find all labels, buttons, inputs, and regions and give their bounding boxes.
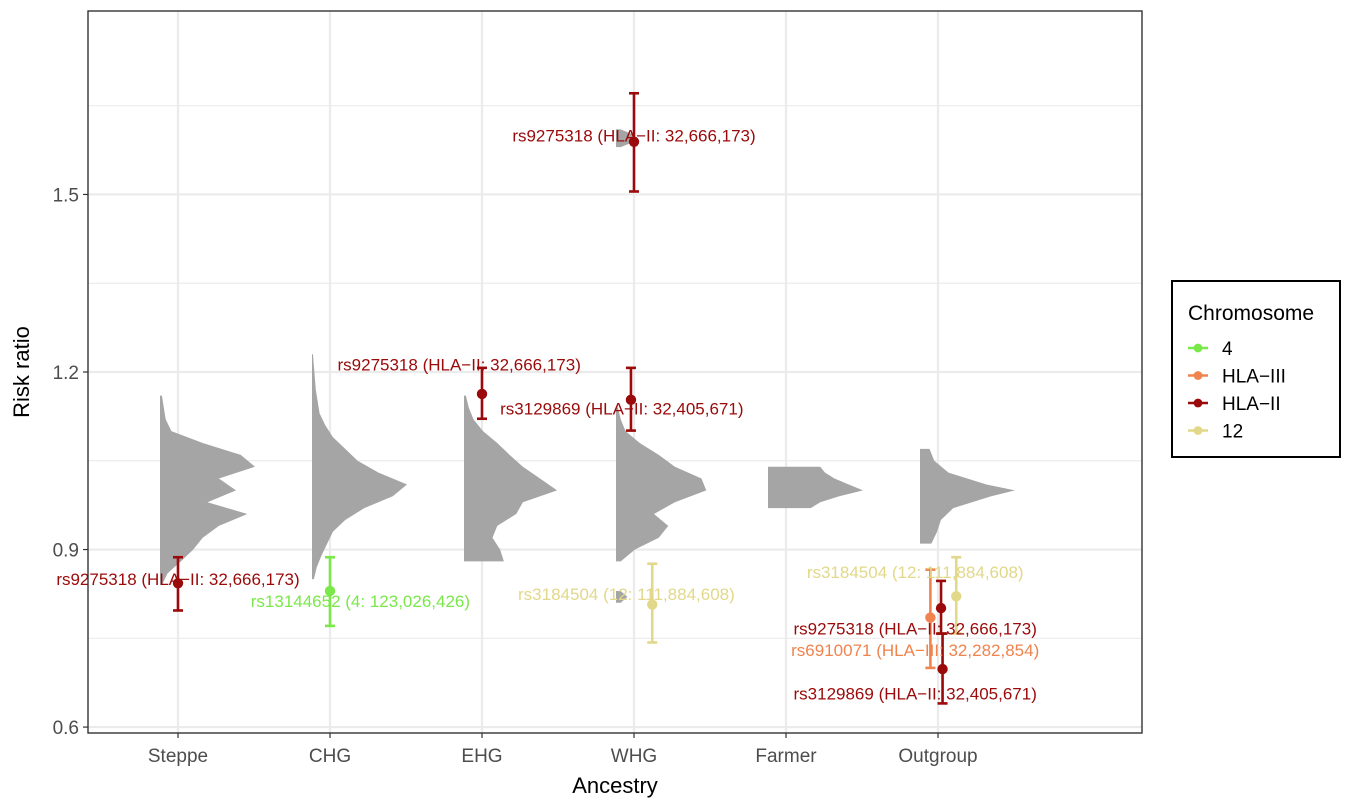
data-point (951, 591, 962, 602)
data-point-label: rs9275318 (HLA−II: 32,666,173) (794, 619, 1037, 638)
x-tick-label-whg: WHG (611, 746, 657, 767)
density-ehg (464, 395, 558, 562)
x-tick-label-ehg: EHG (461, 746, 502, 767)
density-chg (312, 354, 407, 580)
x-tick-label-farmer: Farmer (755, 746, 817, 767)
data-point-label: rs9275318 (HLA−II: 32,666,173) (338, 355, 581, 374)
y-axis-ticks: 0.6 0.9 1.2 1.5 (53, 185, 88, 739)
y-tick-label: 0.6 (53, 718, 79, 739)
density-shapes (160, 129, 1015, 603)
x-axis-ticks: Steppe CHG EHG WHG Farmer Outgroup (148, 733, 978, 767)
legend-label-12: 12 (1222, 422, 1243, 443)
data-point-label: rs9275318 (HLA−II: 32,666,173) (56, 570, 299, 589)
data-point (937, 663, 948, 675)
density-whg (616, 407, 707, 562)
data-point (647, 599, 658, 610)
data-point-label: rs3184504 (12: 111,884,608) (807, 563, 1024, 582)
data-points (172, 136, 962, 675)
x-tick-label-chg: CHG (309, 746, 351, 767)
data-point-label: rs6910071 (HLA−III: 32,282,854) (791, 641, 1039, 660)
grid-minor (88, 105, 1142, 639)
legend-key-dot (1193, 398, 1203, 408)
data-point (625, 394, 637, 406)
legend-key-dot (1193, 371, 1203, 380)
data-point-label: rs13144652 (4: 123,026,426) (251, 592, 470, 611)
x-axis-title: Ancestry (572, 773, 658, 798)
data-point (172, 578, 184, 589)
y-tick-label: 1.5 (53, 185, 79, 206)
x-tick-label-outgroup: Outgroup (898, 746, 977, 767)
legend-key-dot (1193, 426, 1203, 435)
legend-items: 4 HLA−III HLA−II 12 (1188, 339, 1286, 443)
density-outgroup (920, 448, 1015, 544)
data-point (324, 585, 336, 597)
legend-key-dot (1193, 343, 1203, 353)
density-whg (616, 590, 628, 603)
legend: Chromosome 4 HLA−III HLA−II 12 (1171, 280, 1341, 458)
legend-label-hla-iii: HLA−III (1222, 367, 1286, 388)
data-point-label: rs3129869 (HLA−II: 32,405,671) (794, 684, 1037, 703)
x-tick-label-steppe: Steppe (148, 746, 208, 767)
data-point (476, 388, 488, 400)
density-farmer (768, 466, 863, 509)
data-point (628, 136, 640, 147)
legend-title: Chromosome (1188, 302, 1314, 325)
legend-label-4: 4 (1222, 339, 1233, 360)
y-tick-label: 1.2 (53, 363, 79, 384)
data-point (935, 602, 947, 614)
point-labels: rs9275318 (HLA−II: 32,666,173) rs13144652… (56, 126, 1039, 703)
data-point-label: rs9275318 (HLA−II: 32,666,173) (512, 126, 755, 145)
data-point-label: rs3129869 (HLA−II: 32,405,671) (500, 400, 743, 419)
y-tick-label: 0.9 (53, 541, 79, 562)
data-point-label: rs3184504 (12: 111,884,608) (518, 585, 735, 604)
y-axis-title: Risk ratio (9, 326, 34, 418)
data-point (925, 612, 936, 623)
legend-label-hla-ii: HLA−II (1222, 394, 1281, 415)
density-steppe (160, 395, 255, 586)
